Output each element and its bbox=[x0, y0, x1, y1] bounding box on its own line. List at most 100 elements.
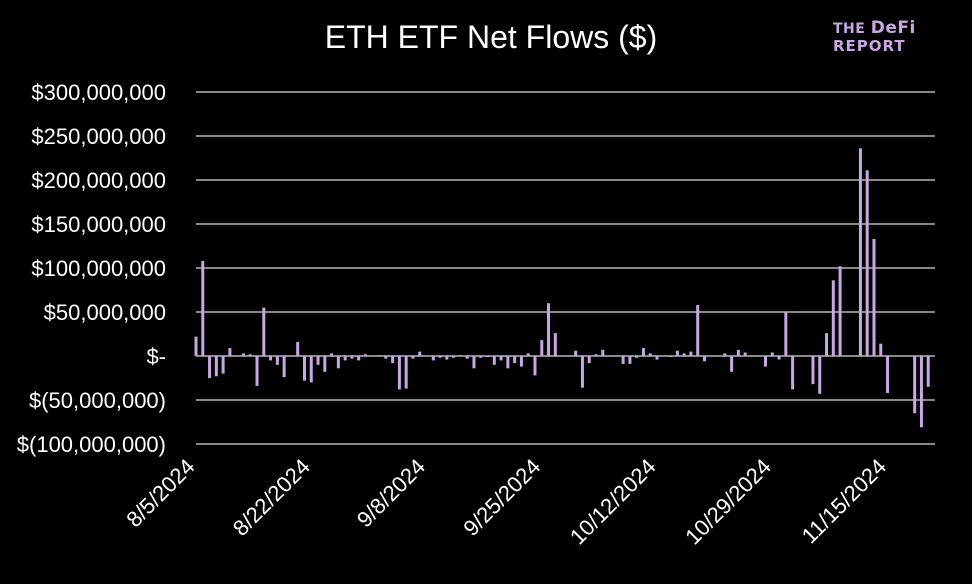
bar bbox=[825, 333, 829, 356]
bar bbox=[479, 356, 483, 358]
y-tick-label: $300,000,000 bbox=[31, 80, 166, 105]
bar bbox=[648, 353, 652, 356]
bar bbox=[553, 333, 557, 356]
bar bbox=[418, 351, 422, 356]
y-tick-label: $100,000,000 bbox=[31, 256, 166, 281]
bar bbox=[689, 351, 693, 356]
bar bbox=[363, 354, 367, 356]
the-defi-report-logo: THE DeFi REPORT bbox=[833, 20, 928, 55]
y-tick-label: $50,000,000 bbox=[44, 300, 166, 325]
bar bbox=[309, 356, 313, 383]
bar bbox=[886, 356, 890, 393]
x-tick-label: 9/25/2024 bbox=[458, 454, 545, 541]
bar bbox=[838, 266, 842, 356]
x-tick-label: 8/5/2024 bbox=[121, 454, 199, 532]
y-tick-label: $- bbox=[146, 344, 166, 369]
bar bbox=[696, 304, 700, 356]
bar bbox=[323, 356, 327, 372]
bar bbox=[926, 356, 930, 387]
x-tick-label: 9/8/2024 bbox=[352, 454, 430, 532]
bar bbox=[330, 353, 334, 356]
bar bbox=[282, 356, 286, 378]
bar bbox=[764, 356, 768, 367]
logo-the-text: THE bbox=[833, 21, 866, 37]
bar bbox=[499, 356, 503, 361]
gridlines bbox=[196, 91, 935, 445]
bar bbox=[743, 352, 747, 356]
bar bbox=[214, 356, 218, 377]
bar bbox=[411, 356, 415, 359]
y-tick-label: $200,000,000 bbox=[31, 168, 166, 193]
bar bbox=[702, 356, 706, 362]
bar bbox=[302, 356, 306, 381]
bar bbox=[336, 356, 340, 369]
bar bbox=[879, 343, 883, 356]
y-axis-tick-labels: $300,000,000 $250,000,000 $200,000,000 $150… bbox=[17, 80, 166, 457]
bar bbox=[635, 356, 639, 358]
bar bbox=[669, 356, 673, 357]
bar bbox=[404, 356, 408, 389]
bar bbox=[262, 307, 266, 356]
logo-defi-text: DeFi bbox=[870, 18, 916, 38]
bar bbox=[540, 340, 544, 356]
bar bbox=[858, 148, 862, 356]
bars bbox=[194, 148, 930, 428]
bar bbox=[594, 354, 598, 356]
bar bbox=[431, 356, 435, 361]
bar bbox=[492, 356, 496, 365]
bar bbox=[919, 356, 923, 428]
bar bbox=[587, 356, 591, 364]
bar bbox=[526, 353, 530, 356]
bar bbox=[296, 341, 300, 356]
bar bbox=[486, 356, 490, 357]
bar bbox=[201, 260, 205, 356]
bar bbox=[723, 353, 727, 356]
bar bbox=[350, 356, 354, 359]
y-tick-label: $150,000,000 bbox=[31, 212, 166, 237]
bar bbox=[547, 303, 551, 356]
bar bbox=[194, 336, 198, 356]
bar bbox=[777, 356, 781, 360]
bar bbox=[655, 356, 659, 360]
x-tick-label: 8/22/2024 bbox=[228, 454, 315, 541]
bar bbox=[357, 356, 361, 361]
bar bbox=[472, 356, 476, 369]
bar bbox=[675, 350, 679, 356]
bar bbox=[831, 280, 835, 356]
bar bbox=[241, 353, 245, 356]
bar bbox=[391, 356, 395, 364]
bar bbox=[513, 356, 517, 364]
bar bbox=[770, 352, 774, 356]
bar bbox=[682, 353, 686, 356]
bar bbox=[316, 356, 320, 365]
bar bbox=[641, 348, 645, 356]
bar bbox=[506, 356, 510, 369]
bar bbox=[730, 356, 734, 372]
chart-title: ETH ETF Net Flows ($) bbox=[325, 19, 657, 55]
bar bbox=[438, 356, 442, 358]
bar bbox=[275, 356, 279, 365]
bar bbox=[784, 312, 788, 356]
bar bbox=[865, 170, 869, 356]
y-tick-label: $(50,000,000) bbox=[29, 388, 166, 413]
y-tick-label: $(100,000,000) bbox=[17, 432, 166, 457]
bar bbox=[601, 349, 605, 356]
x-tick-label: 10/12/2024 bbox=[565, 454, 661, 550]
bar bbox=[343, 356, 347, 361]
bar bbox=[811, 356, 815, 385]
bar bbox=[533, 356, 537, 376]
bar bbox=[574, 350, 578, 356]
bar bbox=[736, 349, 740, 356]
bar bbox=[384, 356, 388, 359]
bar bbox=[269, 356, 273, 361]
bar bbox=[445, 356, 449, 360]
bar bbox=[872, 238, 876, 356]
bar bbox=[221, 356, 225, 374]
x-tick-label: 11/15/2024 bbox=[797, 454, 891, 548]
bar bbox=[458, 355, 462, 357]
x-tick-label: 10/29/2024 bbox=[680, 454, 776, 550]
bar bbox=[248, 354, 252, 356]
bar bbox=[228, 348, 232, 356]
